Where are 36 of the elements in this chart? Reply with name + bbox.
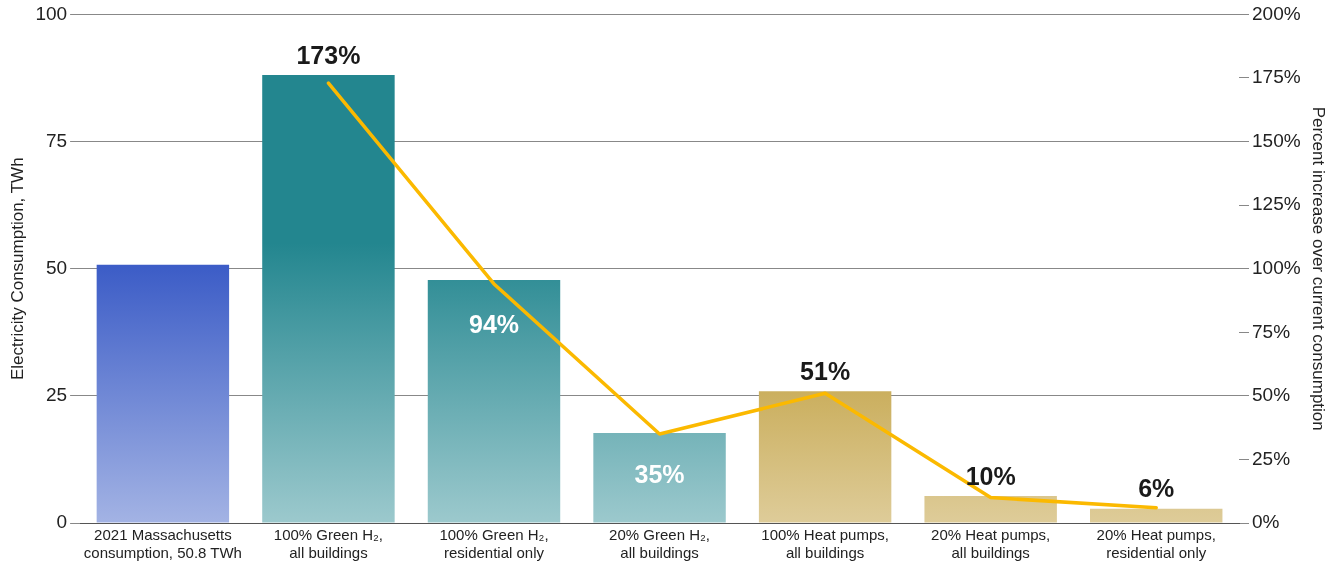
bar <box>96 264 230 523</box>
data-label: 94% <box>468 309 520 338</box>
y2-tick-label: 25% <box>1252 447 1291 469</box>
bar <box>1090 508 1223 523</box>
x-tick-label: 100% Green H₂, all buildings <box>273 526 384 562</box>
data-label: 173% <box>296 40 361 69</box>
x-tick-label: 20% Heat pumps, residential only <box>1096 526 1216 562</box>
data-label: 35% <box>634 459 685 488</box>
data-label: 51% <box>800 357 851 386</box>
bar <box>427 279 561 523</box>
y2-tick-label: 50% <box>1252 384 1291 406</box>
y-tick-label: 50 <box>45 256 68 278</box>
y-tick-label: 25 <box>45 384 68 406</box>
y2-tick-label: 200% <box>1252 2 1301 24</box>
y2-tick-label: 75% <box>1252 320 1291 342</box>
y2-axis-title: Percent increase over current consumption <box>1309 106 1329 431</box>
y2-tick-label: 150% <box>1252 129 1301 151</box>
x-tick-label: 20% Heat pumps, all buildings <box>931 526 1051 562</box>
y-tick-label: 0 <box>56 511 68 533</box>
y-axis-title: Electricity Consumption, TWh <box>7 157 27 381</box>
y2-tick-label: 175% <box>1252 66 1301 88</box>
y2-tick-label: 100% <box>1252 256 1301 278</box>
bar <box>593 432 726 523</box>
x-tick-label: 100% Green H₂, residential only <box>439 526 549 562</box>
bar <box>262 74 395 523</box>
y2-tick-label: 125% <box>1252 193 1301 215</box>
x-tick-label: 20% Green H₂, all buildings <box>609 526 710 562</box>
x-tick-label: 2021 Massachusetts consumption, 50.8 TWh <box>83 526 242 562</box>
bar <box>758 391 892 523</box>
bar <box>924 496 1057 523</box>
y-tick-label: 75 <box>45 129 68 151</box>
y-tick-label: 100 <box>35 2 68 24</box>
x-tick-label: 100% Heat pumps, all buildings <box>761 526 889 562</box>
data-label: 10% <box>965 461 1016 490</box>
y2-tick-label: 0% <box>1252 511 1280 533</box>
data-label: 6% <box>1138 473 1175 502</box>
